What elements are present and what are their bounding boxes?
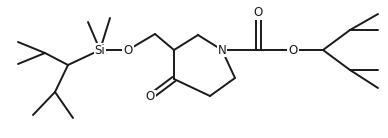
Text: O: O	[253, 6, 263, 19]
Text: Si: Si	[95, 43, 106, 56]
Text: O: O	[288, 43, 298, 56]
Text: O: O	[123, 43, 133, 56]
Text: N: N	[218, 43, 226, 56]
Text: O: O	[146, 91, 155, 104]
